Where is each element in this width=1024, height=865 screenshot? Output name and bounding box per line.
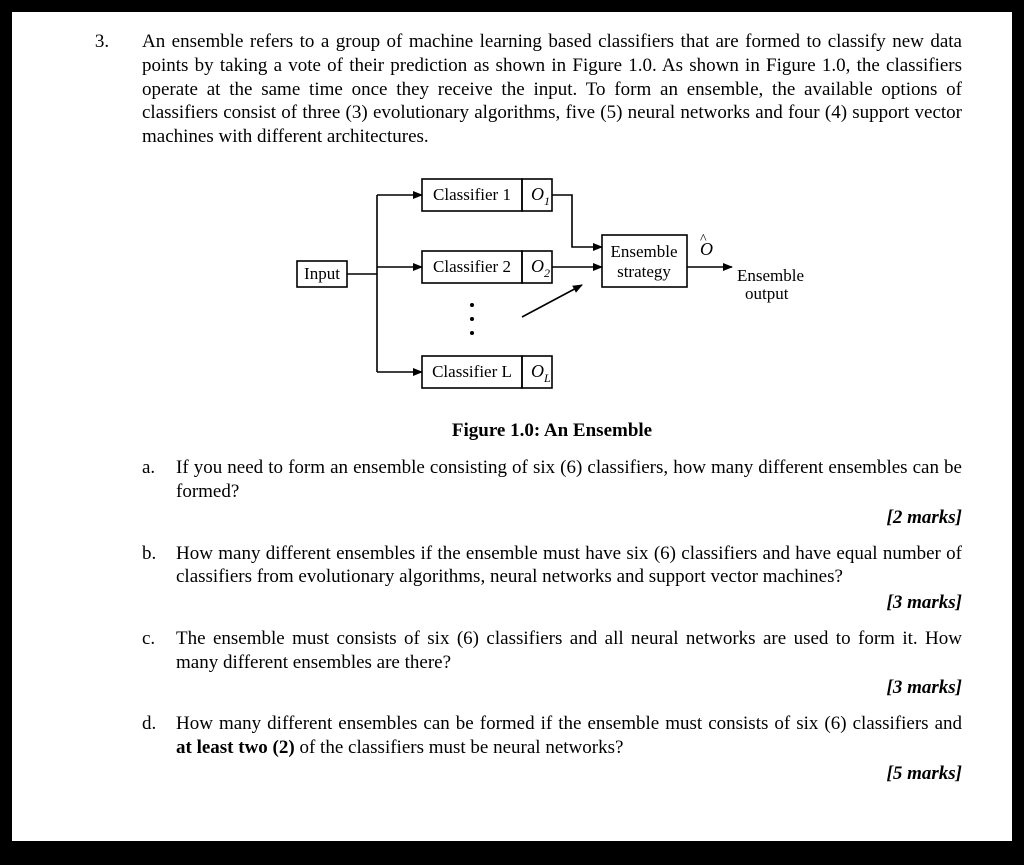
- question-block: 3. An ensemble refers to a group of mach…: [62, 30, 962, 797]
- part-d: d. How many different ensembles can be f…: [142, 712, 962, 760]
- part-b-label: b.: [142, 542, 176, 566]
- part-b: b. How many different ensembles if the e…: [142, 542, 962, 590]
- oL-label: OL: [531, 361, 551, 385]
- dots-to-ens: [522, 285, 582, 317]
- part-d-marks: [5 marks]: [142, 762, 962, 786]
- part-c: c. The ensemble must consists of six (6)…: [142, 627, 962, 675]
- figure-caption: Figure 1.0: An Ensemble: [142, 419, 962, 443]
- part-b-marks: [3 marks]: [142, 591, 962, 615]
- part-c-label: c.: [142, 627, 176, 651]
- ensemble-label1: Ensemble: [610, 242, 677, 261]
- ohat-hat: ^: [700, 232, 707, 247]
- part-a-marks: [2 marks]: [142, 506, 962, 530]
- part-c-text: The ensemble must consists of six (6) cl…: [176, 627, 962, 675]
- output-label2: output: [745, 284, 789, 303]
- figure-wrap: Input Classifier 1 Classifier 2 C: [142, 167, 962, 409]
- o2-label: O2: [531, 256, 550, 280]
- part-d-label: d.: [142, 712, 176, 736]
- dots-icon: [470, 331, 474, 335]
- classifier-1-label: Classifier 1: [433, 185, 511, 204]
- part-a: a. If you need to form an ensemble consi…: [142, 456, 962, 504]
- part-d-bold: at least two (2): [176, 737, 295, 758]
- classifier-2-label: Classifier 2: [433, 257, 511, 276]
- o1-to-ens: [552, 195, 602, 247]
- question-body: An ensemble refers to a group of machine…: [142, 30, 962, 797]
- output-label1: Ensemble: [737, 266, 804, 285]
- dots-icon: [470, 303, 474, 307]
- part-d-text: How many different ensembles can be form…: [176, 712, 962, 760]
- part-a-text: If you need to form an ensemble consisti…: [176, 456, 962, 504]
- part-c-marks: [3 marks]: [142, 676, 962, 700]
- input-label: Input: [304, 264, 340, 283]
- part-d-pre: How many different ensembles can be form…: [176, 713, 962, 734]
- classifier-L-label: Classifier L: [432, 362, 512, 381]
- figure-caption-bold: Figure 1.0:: [452, 420, 544, 441]
- dots-icon: [470, 317, 474, 321]
- question-number: 3.: [62, 30, 142, 54]
- part-a-label: a.: [142, 456, 176, 480]
- figure-caption-rest: An Ensemble: [544, 420, 652, 441]
- question-intro: An ensemble refers to a group of machine…: [142, 31, 962, 147]
- part-b-text: How many different ensembles if the ense…: [176, 542, 962, 590]
- o1-label: O1: [531, 184, 550, 208]
- ensemble-diagram: Input Classifier 1 Classifier 2 C: [287, 167, 817, 402]
- ensemble-label2: strategy: [617, 262, 671, 281]
- part-d-post: of the classifiers must be neural networ…: [295, 737, 624, 758]
- page: 3. An ensemble refers to a group of mach…: [12, 12, 1012, 841]
